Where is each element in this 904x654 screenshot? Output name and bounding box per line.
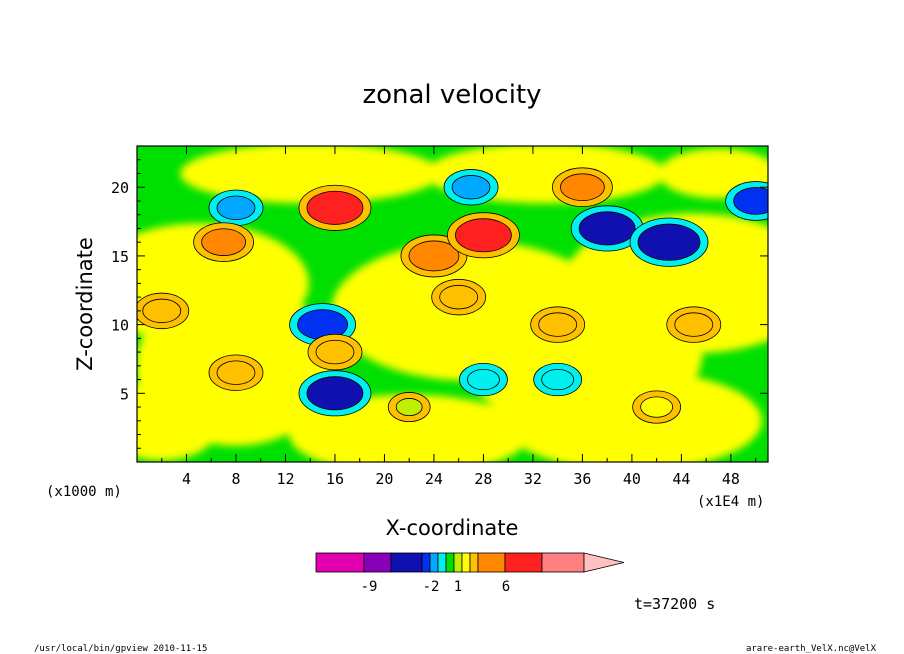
footer-right-info: arare-earth_VelX.nc@VelX <box>746 644 877 654</box>
x-tick-label-36: 36 <box>573 470 591 488</box>
colorbar-swatch-3 <box>421 552 431 573</box>
colorbar-swatch-1 <box>363 552 392 573</box>
colorbar-labels: -9 -2 1 6 <box>361 579 511 595</box>
x-tick-label-44: 44 <box>672 470 690 488</box>
y-tick-label-20: 20 <box>111 179 129 197</box>
x-tick-label-48: 48 <box>722 470 740 488</box>
contour-region-15 <box>216 360 256 385</box>
x-tick-label-32: 32 <box>524 470 542 488</box>
x-tick-label-8: 8 <box>231 470 240 488</box>
x-tick-label-16: 16 <box>326 470 344 488</box>
y-tick-label-5: 5 <box>120 385 129 403</box>
colorbar-swatch-8 <box>461 552 471 573</box>
contour-region-7 <box>216 195 256 221</box>
x-tick-label-40: 40 <box>623 470 641 488</box>
x-tick-label-28: 28 <box>474 470 492 488</box>
colorbar-label-3: 6 <box>502 579 510 595</box>
colorbar-swatch-2 <box>390 552 423 573</box>
contour-region-2 <box>467 368 500 391</box>
contour-region-21 <box>640 396 674 418</box>
contour-region-1 <box>306 376 364 411</box>
y-tick-label-10: 10 <box>111 317 129 335</box>
colorbar <box>315 552 625 573</box>
footer-left-info: /usr/local/bin/gpview 2010-11-15 <box>34 644 207 654</box>
contour-region-8 <box>451 175 491 200</box>
x-axis: 4 8 12 16 20 24 28 32 36 40 44 48 <box>161 146 757 488</box>
contour-region-10 <box>201 228 247 256</box>
contour-region-6 <box>733 187 768 215</box>
contour-region-17 <box>439 284 479 310</box>
time-label: t=37200 s <box>634 595 715 613</box>
contour-region-3 <box>541 368 575 391</box>
contour-region-19 <box>674 312 714 337</box>
contour-region-11 <box>408 240 460 272</box>
colorbar-swatch-11 <box>504 552 543 573</box>
y-axis: 5 10 15 20 <box>111 159 768 449</box>
x-tick-label-4: 4 <box>182 470 191 488</box>
contour-region-18 <box>538 312 578 337</box>
chart-title: zonal velocity <box>362 80 541 110</box>
colorbar-extension-arrow <box>583 552 625 573</box>
x-tick-label-24: 24 <box>425 470 443 488</box>
contour-regions <box>137 146 768 462</box>
colorbar-swatch-0 <box>315 552 365 573</box>
y-axis-label: Z-coordinate <box>73 237 97 371</box>
contour-region-5 <box>637 223 701 261</box>
colorbar-label-2: 1 <box>454 579 462 595</box>
x-scale-label: (x1E4 m) <box>697 494 764 510</box>
contour-band-10 <box>137 380 222 461</box>
colorbar-swatch-9 <box>469 552 479 573</box>
x-unit-label: (x1000 m) <box>46 484 122 500</box>
colorbar-swatch-4 <box>429 552 439 573</box>
contour-region-16 <box>315 339 355 365</box>
contour-region-20 <box>395 398 423 417</box>
y-tick-label-15: 15 <box>111 248 129 266</box>
x-tick-label-12: 12 <box>276 470 294 488</box>
x-tick-label-20: 20 <box>375 470 393 488</box>
colorbar-swatch-5 <box>437 552 447 573</box>
x-axis-label: X-coordinate <box>386 516 519 540</box>
colorbar-swatch-6 <box>445 552 455 573</box>
contour-region-9 <box>306 190 364 225</box>
plot-frame <box>136 145 769 463</box>
contour-band-7 <box>180 146 441 204</box>
contour-region-12 <box>455 218 512 253</box>
colorbar-label-0: -9 <box>361 579 378 595</box>
colorbar-label-1: -2 <box>423 579 440 595</box>
colorbar-swatch-7 <box>453 552 463 573</box>
colorbar-swatch-12 <box>541 552 585 573</box>
contour-region-13 <box>560 173 605 202</box>
contour-region-14 <box>142 298 182 324</box>
colorbar-swatch-10 <box>477 552 506 573</box>
contour-region-4 <box>578 211 636 246</box>
